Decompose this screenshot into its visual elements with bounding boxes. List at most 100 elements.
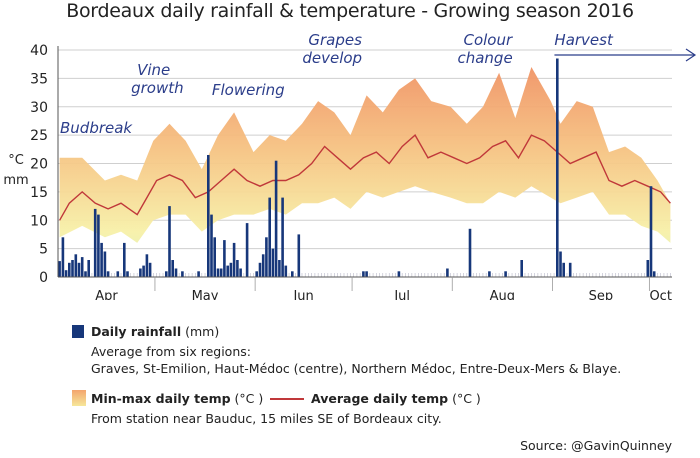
minmax-legend-unit: (°C ) bbox=[230, 391, 264, 406]
stage-label: growth bbox=[131, 79, 184, 97]
month-label: Jul bbox=[393, 289, 410, 300]
stage-label: develop bbox=[302, 49, 362, 67]
rainfall-bar bbox=[261, 254, 265, 277]
rainfall-bar bbox=[87, 260, 90, 277]
avg-temp-legend-swatch bbox=[270, 398, 304, 400]
rainfall-legend-unit: (mm) bbox=[181, 324, 220, 339]
y-axis-unit-label: °C bbox=[8, 153, 24, 168]
rainfall-bar bbox=[219, 268, 223, 277]
rainfall-bar bbox=[568, 262, 572, 277]
y-tick-label: 10 bbox=[30, 213, 48, 229]
rainfall-bar bbox=[97, 214, 100, 277]
rainfall-bar bbox=[255, 271, 258, 277]
month-label: Apr bbox=[95, 289, 118, 300]
rainfall-bar bbox=[265, 237, 268, 277]
rainfall-bar bbox=[116, 271, 120, 277]
rainfall-bar bbox=[649, 186, 653, 277]
harvest-arrow-head bbox=[685, 48, 697, 62]
rainfall-bar bbox=[239, 268, 242, 277]
rainfall-bar bbox=[446, 268, 449, 277]
rainfall-bar bbox=[365, 271, 368, 277]
month-label: Aug bbox=[490, 289, 515, 300]
minmax-legend-name: Min-max daily temp bbox=[91, 391, 231, 406]
rainfall-bar bbox=[61, 237, 65, 277]
rainfall-bar bbox=[652, 271, 656, 277]
rain-temp-chart: 0 5 10 15 20 25 30 35 40 °C mm Apr May Jun Jul Aug Sep Oc… bbox=[3, 31, 697, 300]
rainfall-bar bbox=[174, 268, 178, 277]
rainfall-bar bbox=[284, 265, 288, 277]
month-label: Sep bbox=[589, 289, 614, 300]
rainfall-bar bbox=[207, 155, 210, 277]
rainfall-bar bbox=[142, 265, 145, 277]
y-tick-label: 35 bbox=[30, 71, 48, 87]
rainfall-bar bbox=[223, 240, 226, 277]
stage-label: Budbreak bbox=[60, 119, 133, 137]
rainfall-bar bbox=[123, 242, 126, 277]
rainfall-bar bbox=[58, 261, 61, 277]
rainfall-bar bbox=[281, 197, 284, 277]
rainfall-bar bbox=[232, 242, 236, 277]
rainfall-bar bbox=[258, 262, 262, 277]
rainfall-bar bbox=[226, 265, 229, 277]
rainfall-bar bbox=[77, 262, 81, 277]
rainfall-bar bbox=[274, 160, 278, 277]
rainfall-bar bbox=[103, 251, 107, 277]
chart-title: Bordeaux daily rainfall & temperature - … bbox=[66, 0, 634, 22]
stage-label: Harvest bbox=[554, 31, 614, 49]
rainfall-bar bbox=[148, 262, 152, 277]
rainfall-legend-swatch bbox=[72, 325, 84, 338]
rainfall-bar bbox=[236, 260, 239, 277]
rainfall-bar bbox=[165, 271, 168, 277]
avg-temp-legend-unit: (°C ) bbox=[448, 391, 481, 406]
rainfall-bar bbox=[171, 260, 174, 277]
rainfall-bar bbox=[74, 254, 78, 277]
rainfall-note-1: Average from six regions: bbox=[91, 344, 251, 359]
rainfall-bar bbox=[504, 271, 507, 277]
avg-temp-legend-name: Average daily temp bbox=[311, 391, 449, 406]
rainfall-bar bbox=[71, 260, 74, 277]
stage-label: Vine bbox=[137, 61, 170, 79]
rainfall-bar bbox=[93, 208, 97, 277]
avg-temp-legend-label: Average daily temp (°C ) bbox=[311, 391, 481, 406]
avg-temp-line bbox=[58, 134, 671, 221]
rainfall-bar bbox=[297, 234, 301, 277]
y-tick-label: 0 bbox=[39, 270, 48, 286]
rainfall-bar bbox=[139, 268, 142, 277]
rainfall-bar bbox=[80, 257, 84, 277]
y-tick-label: 15 bbox=[30, 185, 48, 201]
y-tick-label: 20 bbox=[30, 157, 48, 173]
minmax-legend-label: Min-max daily temp (°C ) bbox=[91, 391, 263, 406]
rainfall-bar bbox=[362, 271, 365, 277]
rainfall-bar bbox=[291, 271, 294, 277]
min-max-temp-band bbox=[59, 67, 671, 243]
rainfall-bar bbox=[64, 270, 68, 277]
rainfall-bar bbox=[646, 260, 650, 277]
stage-label: Grapes bbox=[308, 31, 362, 49]
rainfall-bar bbox=[84, 271, 87, 277]
y-axis-unit-label: mm bbox=[3, 173, 28, 188]
rainfall-bar bbox=[126, 271, 129, 277]
month-label: May bbox=[192, 289, 219, 300]
rainfall-bar bbox=[229, 262, 233, 277]
rainfall-bar bbox=[559, 251, 562, 277]
y-tick-label: 5 bbox=[39, 242, 48, 258]
rainfall-bar bbox=[278, 260, 281, 277]
y-tick-label: 40 bbox=[30, 43, 48, 59]
rainfall-bar bbox=[245, 223, 249, 277]
rainfall-bar bbox=[181, 271, 184, 277]
rainfall-bar bbox=[562, 262, 565, 277]
rainfall-bar bbox=[520, 260, 523, 277]
temp-note: From station near Bauduc, 15 miles SE of… bbox=[91, 411, 442, 426]
rainfall-bar bbox=[68, 262, 71, 277]
y-tick-label: 25 bbox=[30, 128, 48, 144]
rainfall-bar bbox=[556, 58, 559, 277]
rainfall-legend-name: Daily rainfall bbox=[91, 324, 182, 339]
rainfall-bar bbox=[145, 254, 149, 277]
rainfall-bar bbox=[213, 237, 216, 277]
rainfall-bar bbox=[488, 271, 491, 277]
rainfall-bar bbox=[268, 197, 271, 277]
rainfall-bar bbox=[197, 271, 200, 277]
rainfall-bar bbox=[210, 214, 213, 277]
rainfall-bar bbox=[216, 268, 220, 277]
rainfall-bar bbox=[397, 271, 401, 277]
